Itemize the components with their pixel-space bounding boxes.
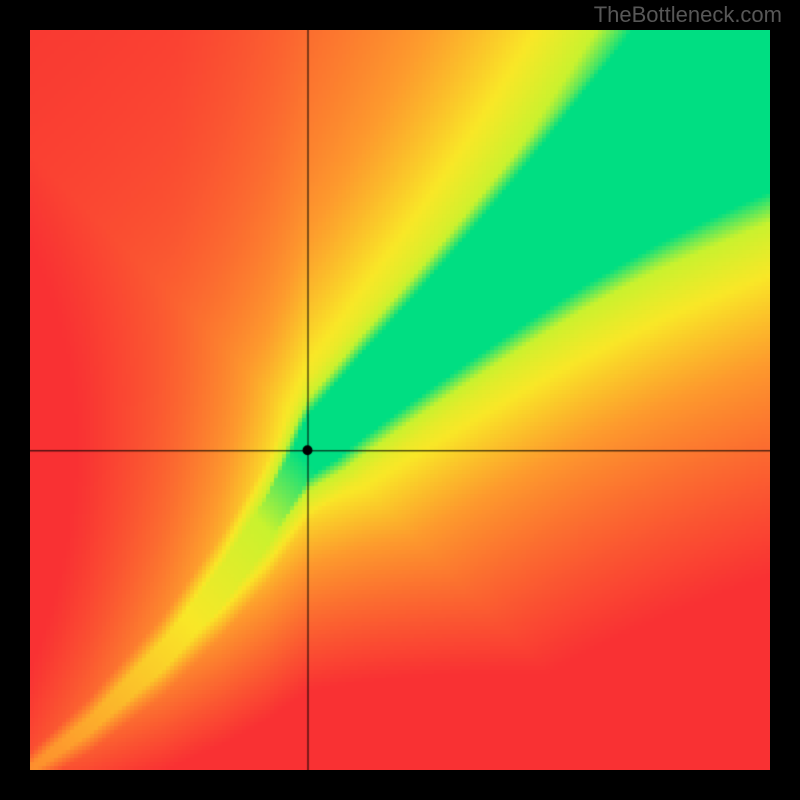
heatmap-plot bbox=[30, 30, 770, 770]
watermark: TheBottleneck.com bbox=[594, 2, 782, 28]
heatmap-canvas bbox=[30, 30, 770, 770]
